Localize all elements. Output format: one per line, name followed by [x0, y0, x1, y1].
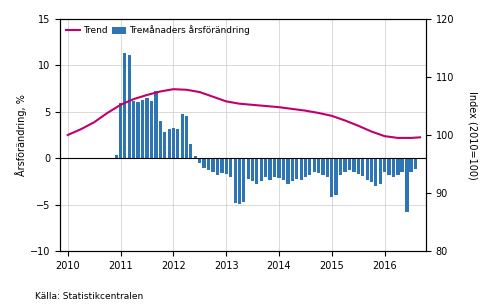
Bar: [202, 158, 206, 168]
Bar: [286, 158, 290, 184]
Y-axis label: Index (2010=100): Index (2010=100): [468, 91, 478, 179]
Bar: [159, 121, 162, 158]
Bar: [300, 158, 303, 180]
Bar: [361, 158, 364, 176]
Bar: [260, 158, 263, 181]
Bar: [348, 158, 351, 170]
Bar: [405, 158, 409, 212]
Bar: [229, 158, 232, 177]
Text: Källa: Statistikcentralen: Källa: Statistikcentralen: [35, 292, 143, 301]
Bar: [264, 158, 268, 177]
Bar: [295, 158, 298, 179]
Bar: [414, 158, 417, 169]
Bar: [224, 158, 228, 174]
Bar: [238, 158, 241, 204]
Bar: [154, 92, 158, 158]
Legend: Trend, Trемånaders årsförändring: Trend, Trемånaders årsförändring: [64, 23, 252, 37]
Bar: [400, 158, 404, 172]
Bar: [185, 116, 188, 158]
Bar: [181, 114, 184, 158]
Bar: [321, 158, 324, 175]
Bar: [119, 102, 122, 158]
Bar: [330, 158, 333, 197]
Bar: [379, 158, 382, 184]
Bar: [141, 100, 144, 158]
Bar: [234, 158, 237, 203]
Bar: [176, 130, 179, 158]
Bar: [211, 158, 214, 172]
Bar: [268, 158, 272, 180]
Bar: [290, 158, 294, 181]
Bar: [304, 158, 307, 177]
Bar: [255, 158, 258, 184]
Bar: [242, 158, 245, 202]
Bar: [326, 158, 329, 177]
Bar: [163, 132, 166, 158]
Bar: [370, 158, 373, 182]
Bar: [198, 158, 202, 163]
Bar: [317, 158, 320, 173]
Bar: [215, 158, 219, 175]
Bar: [356, 158, 360, 174]
Bar: [194, 156, 197, 158]
Bar: [172, 128, 175, 158]
Bar: [396, 158, 399, 175]
Bar: [220, 158, 224, 173]
Bar: [123, 53, 126, 158]
Bar: [115, 155, 118, 158]
Bar: [410, 158, 413, 172]
Bar: [273, 158, 277, 177]
Bar: [339, 158, 343, 175]
Bar: [168, 129, 171, 158]
Bar: [145, 98, 148, 158]
Bar: [383, 158, 387, 172]
Bar: [132, 101, 136, 158]
Bar: [278, 158, 281, 178]
Bar: [374, 158, 377, 186]
Bar: [313, 158, 316, 172]
Bar: [392, 158, 395, 177]
Bar: [189, 144, 192, 158]
Bar: [366, 158, 369, 180]
Bar: [207, 158, 211, 170]
Bar: [308, 158, 311, 175]
Bar: [387, 158, 390, 175]
Bar: [251, 158, 254, 181]
Y-axis label: Årsförändring, %: Årsförändring, %: [15, 94, 27, 176]
Bar: [149, 101, 153, 158]
Bar: [246, 158, 250, 179]
Bar: [282, 158, 285, 181]
Bar: [344, 158, 347, 172]
Bar: [137, 102, 140, 158]
Bar: [334, 158, 338, 195]
Bar: [352, 158, 355, 172]
Bar: [128, 55, 131, 158]
